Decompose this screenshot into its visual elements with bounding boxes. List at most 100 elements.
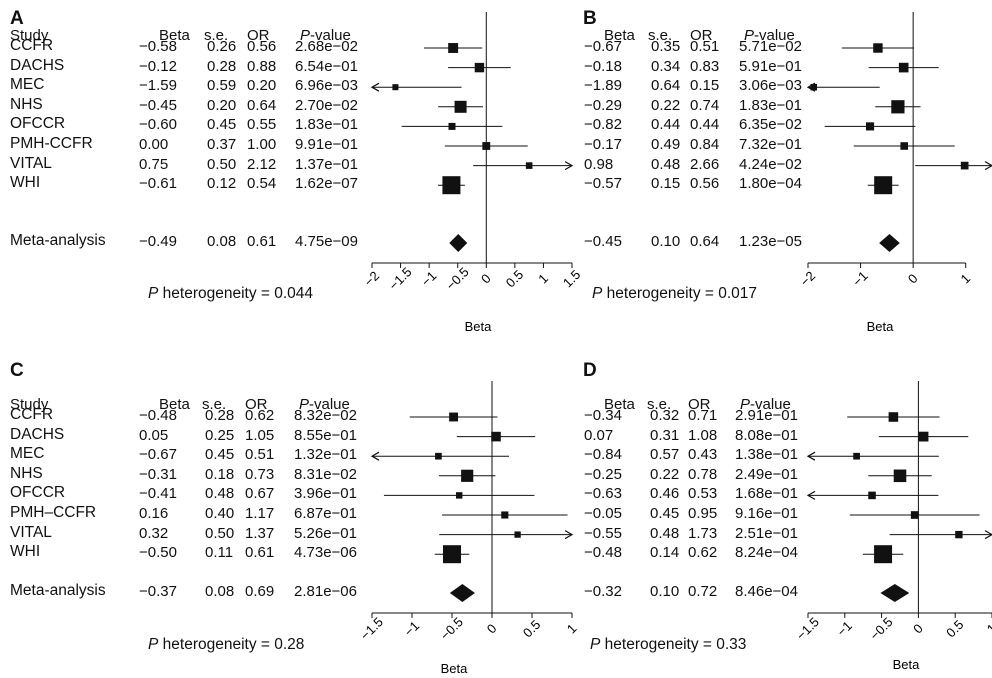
- beta-cell: −0.37: [139, 583, 177, 600]
- study-label: WHI: [10, 174, 41, 192]
- header-se: s.e.: [202, 396, 227, 413]
- x-axis-label: Beta: [893, 657, 921, 672]
- header-p-rest: -value: [310, 27, 351, 44]
- x-axis-label: Beta: [465, 319, 493, 334]
- beta-cell: 0.32: [139, 524, 169, 542]
- ci-arrow-right: [984, 530, 992, 540]
- beta-cell: −0.32: [584, 583, 622, 600]
- study-estimate-square: [443, 545, 461, 564]
- or-cell: 0.61: [245, 544, 275, 562]
- het-p-italic: P: [148, 636, 159, 653]
- or-cell: 0.15: [690, 77, 720, 95]
- x-tick-label: −1.5: [793, 614, 822, 643]
- study-estimate-square: [435, 452, 442, 460]
- header-p-italic: P: [299, 396, 310, 413]
- or-cell: 0.71: [688, 407, 718, 424]
- or-cell: 0.62: [245, 407, 275, 424]
- meta-analysis-diamond: [449, 234, 468, 252]
- study-estimate-square: [888, 412, 899, 422]
- or-cell: 1.17: [245, 505, 275, 522]
- beta-cell: −0.12: [139, 57, 177, 75]
- study-label: Meta-analysis: [10, 582, 106, 599]
- study-estimate-square: [501, 511, 509, 519]
- header-p-rest: -value: [750, 396, 791, 413]
- p-value-cell: 7.32e−01: [739, 136, 802, 153]
- study-estimate-square: [482, 142, 491, 150]
- study-label: DACHS: [10, 56, 65, 74]
- or-cell: 0.78: [688, 465, 718, 483]
- p-value-cell: 3.06e−03: [739, 77, 802, 95]
- het-text: heterogeneity =: [602, 285, 719, 302]
- study-estimate-square: [448, 122, 456, 130]
- p-value-cell: 5.71e−02: [739, 38, 802, 55]
- study-estimate-square: [868, 491, 876, 500]
- panel-label: D: [583, 360, 597, 381]
- header-se: s.e.: [647, 396, 672, 413]
- se-cell: 0.50: [207, 155, 237, 173]
- study-label: NHS: [10, 95, 43, 113]
- study-label: OFCCR: [10, 115, 66, 133]
- het-p-italic: P: [148, 285, 159, 302]
- beta-cell: −0.58: [139, 38, 177, 55]
- p-value-cell: 2.91e−01: [735, 407, 798, 424]
- study-label: VITAL: [10, 523, 52, 541]
- p-value-cell: 2.49e−01: [735, 465, 798, 483]
- p-value-cell: 3.96e−01: [294, 485, 357, 503]
- het-value: 0.017: [718, 285, 758, 302]
- se-cell: 0.22: [650, 465, 680, 483]
- header-p-value: P-value: [300, 27, 351, 44]
- study-estimate-square: [455, 492, 463, 499]
- p-value-cell: 1.68e−01: [735, 485, 798, 503]
- se-cell: 0.22: [651, 96, 681, 114]
- or-cell: 0.73: [245, 465, 275, 483]
- study-estimate-square: [891, 100, 905, 114]
- se-cell: 0.44: [651, 116, 681, 134]
- study-estimate-square: [960, 161, 969, 170]
- panel-label: A: [10, 8, 24, 29]
- or-cell: 0.83: [690, 57, 720, 75]
- beta-cell: 0.98: [584, 155, 614, 173]
- or-cell: 0.51: [690, 38, 720, 55]
- header-study: Study: [10, 27, 49, 44]
- beta-cell: −0.45: [584, 233, 622, 250]
- header-p-value: P-value: [740, 396, 791, 413]
- beta-cell: −0.25: [584, 465, 622, 483]
- x-tick-label: 1: [984, 621, 992, 637]
- het-value: 0.28: [274, 636, 305, 653]
- beta-cell: −0.63: [584, 485, 622, 503]
- ci-arrow-left: [806, 451, 816, 461]
- study-estimate-square: [454, 100, 467, 113]
- se-cell: 0.46: [650, 485, 680, 503]
- beta-cell: −0.84: [584, 446, 622, 464]
- ci-arrow-left: [370, 451, 380, 461]
- or-cell: 0.84: [690, 136, 720, 153]
- p-value-cell: 8.32e−02: [294, 407, 357, 424]
- or-cell: 0.88: [247, 57, 277, 75]
- ci-arrow-right: [564, 530, 574, 540]
- p-value-cell: 6.54e−01: [295, 57, 358, 75]
- het-value: 0.33: [716, 636, 747, 653]
- se-cell: 0.25: [205, 426, 235, 444]
- study-estimate-square: [449, 412, 459, 422]
- se-cell: 0.37: [207, 136, 237, 153]
- beta-cell: −0.61: [139, 175, 177, 193]
- p-value-cell: 5.26e−01: [294, 524, 357, 542]
- study-estimate-square: [525, 162, 533, 169]
- se-cell: 0.45: [650, 505, 680, 522]
- or-cell: 0.44: [690, 116, 720, 134]
- or-cell: 0.62: [688, 544, 718, 562]
- meta-analysis-diamond: [449, 584, 475, 602]
- se-cell: 0.48: [205, 485, 235, 503]
- p-value-cell: 1.83e−01: [295, 116, 358, 134]
- or-cell: 0.69: [245, 583, 275, 600]
- het-p-italic: P: [592, 285, 603, 302]
- p-value-cell: 4.75e−09: [295, 233, 358, 250]
- beta-cell: −0.34: [584, 407, 622, 424]
- x-tick-label: −0.5: [867, 614, 896, 643]
- se-cell: 0.14: [650, 544, 680, 562]
- or-cell: 1.08: [688, 426, 718, 444]
- beta-cell: 0.75: [139, 155, 169, 173]
- or-cell: 0.54: [247, 175, 277, 193]
